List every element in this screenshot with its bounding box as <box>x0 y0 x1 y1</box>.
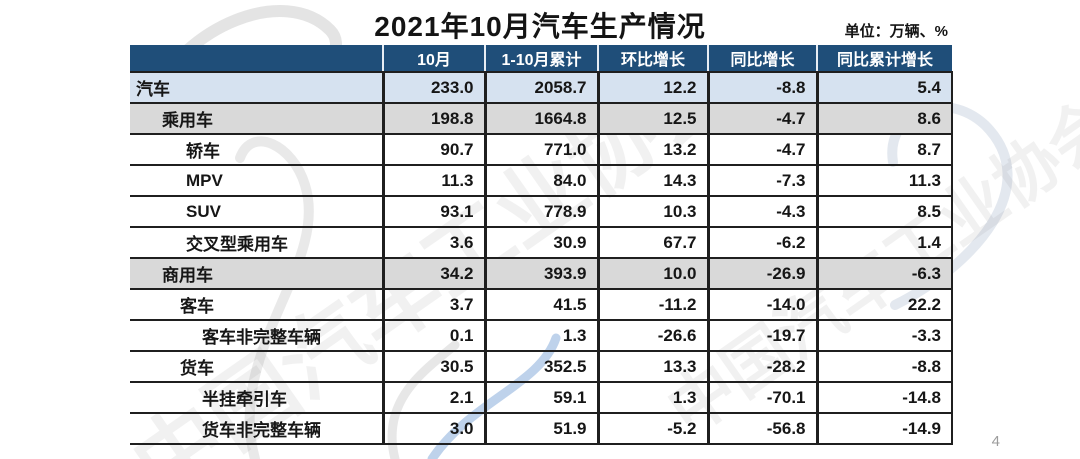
value-cell: -56.8 <box>706 413 817 445</box>
row-crossover: 交叉型乘用车 3.6 30.9 67.7 -6.2 1.4 <box>130 227 953 259</box>
col-header-yoy-cumulative-growth: 同比累计增长 <box>816 45 952 73</box>
row-label: 交叉型乘用车 <box>130 227 383 259</box>
row-bus: 客车 3.7 41.5 -11.2 -14.0 22.2 <box>130 289 953 321</box>
production-table: 10月 1-10月累计 环比增长 同比增长 同比累计增长 汽车 233.0 20… <box>130 45 953 445</box>
row-label: MPV <box>130 165 383 197</box>
row-auto-total: 汽车 233.0 2058.7 12.2 -8.8 5.4 <box>130 72 953 104</box>
value-cell: -28.2 <box>706 351 817 383</box>
row-label: 商用车 <box>130 258 383 290</box>
value-cell: 34.2 <box>381 258 485 290</box>
value-cell: 233.0 <box>381 72 485 104</box>
value-cell: 0.1 <box>381 320 485 352</box>
value-cell: 12.2 <box>596 72 708 104</box>
value-cell: -14.9 <box>815 413 953 445</box>
value-cell: -4.7 <box>706 103 817 135</box>
value-cell: 2058.7 <box>483 72 598 104</box>
value-cell: -26.9 <box>706 258 817 290</box>
value-cell: -5.2 <box>596 413 708 445</box>
value-cell: 22.2 <box>815 289 953 321</box>
value-cell: 8.6 <box>815 103 953 135</box>
value-cell: 11.3 <box>381 165 485 197</box>
row-suv: SUV 93.1 778.9 10.3 -4.3 8.5 <box>130 196 953 228</box>
value-cell: -8.8 <box>815 351 953 383</box>
value-cell: -7.3 <box>706 165 817 197</box>
value-cell: 67.7 <box>596 227 708 259</box>
value-cell: -14.0 <box>706 289 817 321</box>
row-label: 轿车 <box>130 134 383 166</box>
row-label: 货车 <box>130 351 383 383</box>
value-cell: 93.1 <box>381 196 485 228</box>
row-sedan: 轿车 90.7 771.0 13.2 -4.7 8.7 <box>130 134 953 166</box>
row-label: SUV <box>130 196 383 228</box>
value-cell: 13.2 <box>596 134 708 166</box>
row-label: 货车非完整车辆 <box>130 413 383 445</box>
header-row: 10月 1-10月累计 环比增长 同比增长 同比累计增长 <box>130 45 952 73</box>
value-cell: 3.0 <box>381 413 485 445</box>
value-cell: -3.3 <box>815 320 953 352</box>
row-mpv: MPV 11.3 84.0 14.3 -7.3 11.3 <box>130 165 953 197</box>
col-header-mom-growth: 环比增长 <box>597 45 708 73</box>
page-number: 4 <box>991 433 1000 450</box>
row-passenger: 乘用车 198.8 1664.8 12.5 -4.7 8.6 <box>130 103 953 135</box>
value-cell: 1.3 <box>596 382 708 414</box>
value-cell: -4.7 <box>706 134 817 166</box>
value-cell: -6.2 <box>706 227 817 259</box>
value-cell: 10.3 <box>596 196 708 228</box>
row-semi-trailer: 半挂牵引车 2.1 59.1 1.3 -70.1 -14.8 <box>130 382 953 414</box>
value-cell: 8.7 <box>815 134 953 166</box>
value-cell: 1.4 <box>815 227 953 259</box>
page-title: 2021年10月汽车生产情况 <box>374 11 706 42</box>
value-cell: 30.9 <box>483 227 598 259</box>
value-cell: 3.6 <box>381 227 485 259</box>
value-cell: 2.1 <box>381 382 485 414</box>
value-cell: 1.3 <box>483 320 598 352</box>
value-cell: 14.3 <box>596 165 708 197</box>
value-cell: 12.5 <box>596 103 708 135</box>
value-cell: 393.9 <box>483 258 598 290</box>
value-cell: 84.0 <box>483 165 598 197</box>
col-header-cumulative: 1-10月累计 <box>484 45 598 73</box>
value-cell: 51.9 <box>483 413 598 445</box>
value-cell: 198.8 <box>381 103 485 135</box>
value-cell: 771.0 <box>483 134 598 166</box>
value-cell: 59.1 <box>483 382 598 414</box>
row-bus-incomplete: 客车非完整车辆 0.1 1.3 -26.6 -19.7 -3.3 <box>130 320 953 352</box>
value-cell: -26.6 <box>596 320 708 352</box>
row-truck-incomplete: 货车非完整车辆 3.0 51.9 -5.2 -56.8 -14.9 <box>130 413 953 445</box>
col-header-yoy-growth: 同比增长 <box>707 45 817 73</box>
value-cell: 41.5 <box>483 289 598 321</box>
col-header-october: 10月 <box>382 45 485 73</box>
value-cell: 8.5 <box>815 196 953 228</box>
row-label: 客车非完整车辆 <box>130 320 383 352</box>
value-cell: -11.2 <box>596 289 708 321</box>
row-commercial: 商用车 34.2 393.9 10.0 -26.9 -6.3 <box>130 258 953 290</box>
value-cell: -4.3 <box>706 196 817 228</box>
row-label: 乘用车 <box>130 103 383 135</box>
value-cell: -14.8 <box>815 382 953 414</box>
row-truck: 货车 30.5 352.5 13.3 -28.2 -8.8 <box>130 351 953 383</box>
unit-note: 单位：万辆、% <box>844 23 948 40</box>
value-cell: 352.5 <box>483 351 598 383</box>
value-cell: 778.9 <box>483 196 598 228</box>
value-cell: -8.8 <box>706 72 817 104</box>
value-cell: -70.1 <box>706 382 817 414</box>
value-cell: 1664.8 <box>483 103 598 135</box>
value-cell: 10.0 <box>596 258 708 290</box>
row-label: 半挂牵引车 <box>130 382 383 414</box>
value-cell: 5.4 <box>815 72 953 104</box>
row-label: 汽车 <box>130 72 383 104</box>
value-cell: 90.7 <box>381 134 485 166</box>
col-header-empty <box>130 45 383 73</box>
value-cell: -19.7 <box>706 320 817 352</box>
value-cell: 30.5 <box>381 351 485 383</box>
value-cell: 3.7 <box>381 289 485 321</box>
row-label: 客车 <box>130 289 383 321</box>
value-cell: 13.3 <box>596 351 708 383</box>
value-cell: -6.3 <box>815 258 953 290</box>
value-cell: 11.3 <box>815 165 953 197</box>
